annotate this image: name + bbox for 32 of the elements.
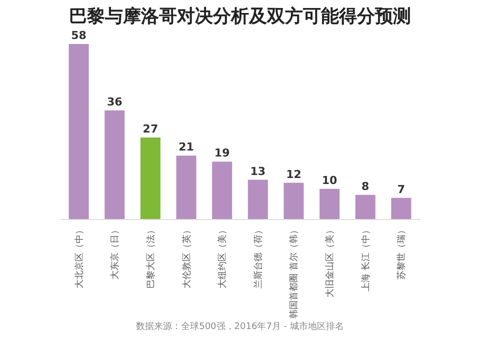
data-label: 58 [71,29,86,42]
x-tick-label: 大伦敦区（英） [181,226,192,288]
bar [176,156,196,219]
data-label: 8 [362,180,370,193]
x-tick-label: 大北京区（中） [74,226,85,288]
x-tick-label: 大东京（日） [110,226,121,280]
data-label: 10 [322,174,338,187]
bar [355,194,376,219]
x-tick-label: 大纽约区（美） [217,226,228,288]
data-label: 36 [106,95,123,108]
bar [212,162,232,219]
bar [104,110,125,219]
bar [284,182,304,219]
bar [320,188,340,219]
x-tick-label: 巴黎大区（法） [145,226,156,288]
bar [248,180,268,219]
data-label: 13 [250,164,266,178]
chart-title: 巴黎与摩洛哥对决分析及双方可能得分预测 [69,6,411,27]
data-label: 21 [178,140,194,154]
x-tick-label: 上海 长江（中） [360,226,372,292]
bar [68,44,89,219]
data-label: 7 [397,182,406,196]
x-tick-label: 兰斯台德（荷） [252,226,264,288]
data-label: 12 [286,168,302,181]
x-tick-label: 韩国首都圈 首尔（韩） [288,226,300,318]
source-note: 数据来源：全球500强，2016年7月 - 城市地区排名 [136,321,344,332]
x-tick-label: 苏黎世（瑞） [396,226,408,280]
x-tick-label: 大旧金山区（美） [324,226,336,298]
bar [391,198,412,219]
bar [140,138,160,219]
data-label: 27 [142,122,158,136]
data-label: 19 [214,146,230,160]
